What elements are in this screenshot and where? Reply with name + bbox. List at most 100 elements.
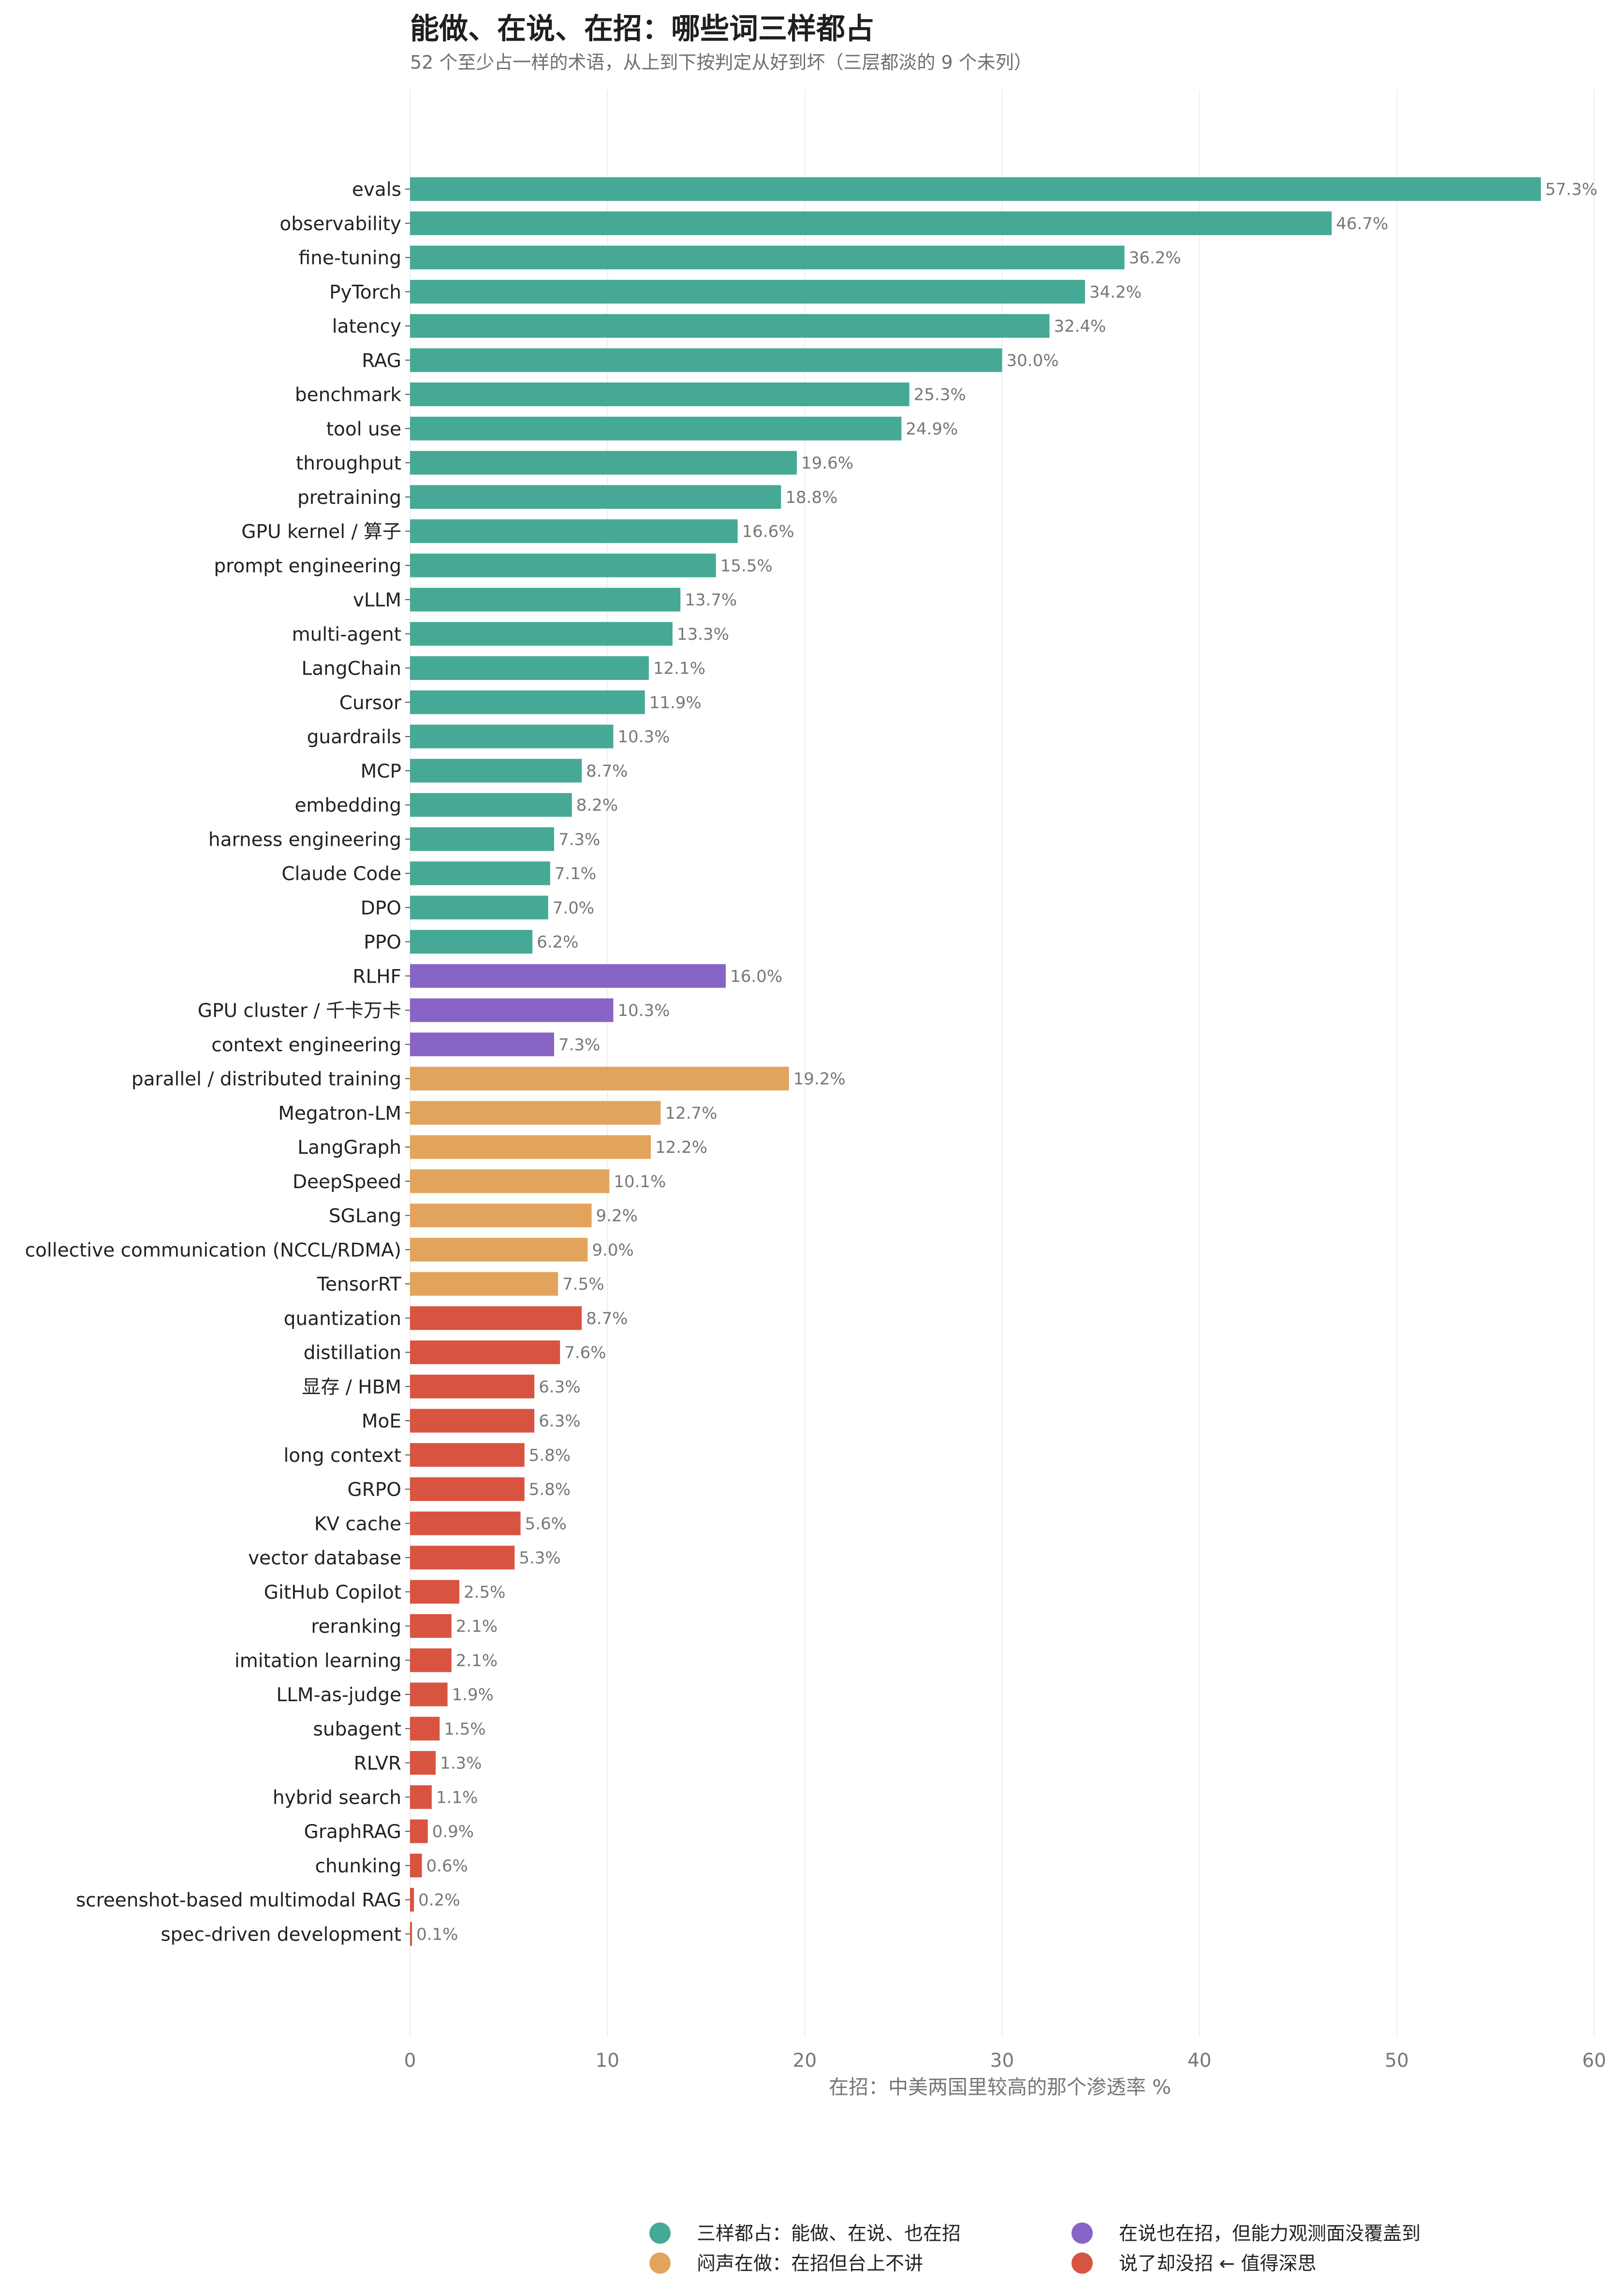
bar (410, 451, 797, 475)
bar (410, 1169, 610, 1193)
bar (410, 383, 910, 406)
category-label: quantization (284, 1308, 401, 1330)
bar (410, 1751, 436, 1775)
category-label: GitHub Copilot (264, 1582, 401, 1604)
category-label: chunking (315, 1855, 402, 1877)
value-label: 10.1% (614, 1172, 666, 1192)
value-label: 9.2% (596, 1207, 638, 1226)
x-tick-label: 20 (793, 2050, 817, 2072)
x-tick-label: 40 (1188, 2050, 1212, 2072)
bar (410, 1580, 460, 1604)
legend-label: 说了却没招 ← 值得深思 (1119, 2253, 1316, 2275)
category-label: hybrid search (273, 1787, 401, 1809)
value-label: 16.0% (730, 967, 782, 986)
value-label: 19.6% (801, 454, 853, 473)
legend-swatch (649, 2222, 671, 2244)
bar (410, 1922, 412, 1946)
category-label: latency (332, 316, 401, 338)
category-label: LLM-as-judge (276, 1684, 401, 1706)
bar (410, 1101, 661, 1125)
x-tick-label: 0 (404, 2050, 416, 2072)
x-tick-label: 50 (1385, 2050, 1409, 2072)
bar (410, 1545, 515, 1570)
gridlines (410, 90, 1595, 2037)
category-label: MoE (362, 1411, 401, 1432)
category-label: harness engineering (208, 829, 401, 851)
value-labels: 57.3% 46.7% 36.2% 34.2% 32.4% 30.0% 25.3% 24.9%… (416, 180, 1598, 1944)
category-label: RLHF (352, 966, 401, 987)
bar (410, 1067, 789, 1090)
category-label: 显存 / HBM (302, 1376, 401, 1398)
category-label: DPO (361, 898, 401, 919)
x-tick-label: 30 (990, 2050, 1014, 2072)
bar (410, 1374, 535, 1398)
value-label: 7.5% (562, 1275, 604, 1294)
value-label: 12.2% (655, 1138, 707, 1157)
category-label: throughput (296, 453, 401, 474)
category-label: spec-driven development (161, 1924, 401, 1945)
category-label: subagent (313, 1719, 401, 1740)
bar (410, 1819, 428, 1843)
value-label: 7.0% (553, 898, 594, 918)
category-label: LangGraph (297, 1137, 401, 1159)
value-label: 19.2% (793, 1070, 846, 1089)
category-label: TensorRT (317, 1274, 401, 1295)
value-label: 7.6% (564, 1343, 606, 1363)
value-label: 2.1% (456, 1617, 498, 1636)
value-label: 6.3% (539, 1412, 580, 1431)
category-label: observability (279, 213, 401, 235)
value-label: 5.8% (529, 1480, 571, 1500)
category-labels: evals observability fine-tuning PyTorch late… (25, 179, 410, 1945)
bar (410, 1785, 432, 1809)
bar (410, 519, 738, 543)
bar (410, 1614, 452, 1638)
value-label: 24.9% (906, 419, 958, 439)
value-label: 6.2% (537, 933, 578, 952)
bar (410, 861, 550, 885)
bar (410, 759, 582, 783)
value-label: 2.5% (464, 1583, 505, 1602)
category-label: RAG (362, 350, 401, 372)
category-label: GPU cluster / 千卡万卡 (198, 1000, 401, 1022)
value-label: 9.0% (592, 1240, 633, 1260)
value-label: 1.5% (444, 1720, 485, 1739)
bar (410, 1511, 521, 1535)
bar (410, 246, 1125, 269)
legend-swatch (649, 2252, 671, 2274)
category-label: collective communication (NCCL/RDMA) (25, 1239, 401, 1261)
chart-title: 能做、在说、在招：哪些词三样都占 (410, 12, 874, 46)
value-label: 15.5% (720, 556, 773, 575)
value-label: 2.1% (456, 1651, 498, 1670)
bar (410, 1854, 422, 1878)
category-label: GPU kernel / 算子 (241, 521, 401, 543)
value-label: 6.3% (539, 1377, 580, 1397)
category-label: MCP (361, 761, 401, 782)
bar (410, 280, 1085, 304)
bar (410, 1340, 560, 1364)
value-label: 10.3% (617, 727, 670, 747)
value-label: 34.2% (1089, 282, 1142, 302)
bar (410, 998, 614, 1022)
value-label: 36.2% (1129, 249, 1181, 268)
bar (410, 1682, 448, 1707)
value-label: 0.2% (418, 1891, 460, 1910)
bar (410, 793, 572, 817)
category-label: embedding (294, 795, 401, 817)
category-label: context engineering (211, 1034, 401, 1056)
value-label: 16.6% (742, 522, 794, 542)
legend-label: 三样都占：能做、在说、也在招 (697, 2223, 961, 2245)
value-label: 18.8% (785, 488, 837, 507)
category-label: benchmark (295, 384, 402, 406)
category-label: LangChain (301, 658, 401, 680)
category-label: KV cache (314, 1513, 401, 1535)
bar (410, 1648, 452, 1672)
value-label: 25.3% (914, 385, 966, 405)
category-label: screenshot-based multimodal RAG (76, 1890, 401, 1912)
bar (410, 656, 649, 680)
value-label: 0.9% (432, 1822, 474, 1841)
bar (410, 1237, 588, 1262)
category-label: vector database (248, 1547, 401, 1569)
value-label: 1.1% (436, 1788, 478, 1807)
